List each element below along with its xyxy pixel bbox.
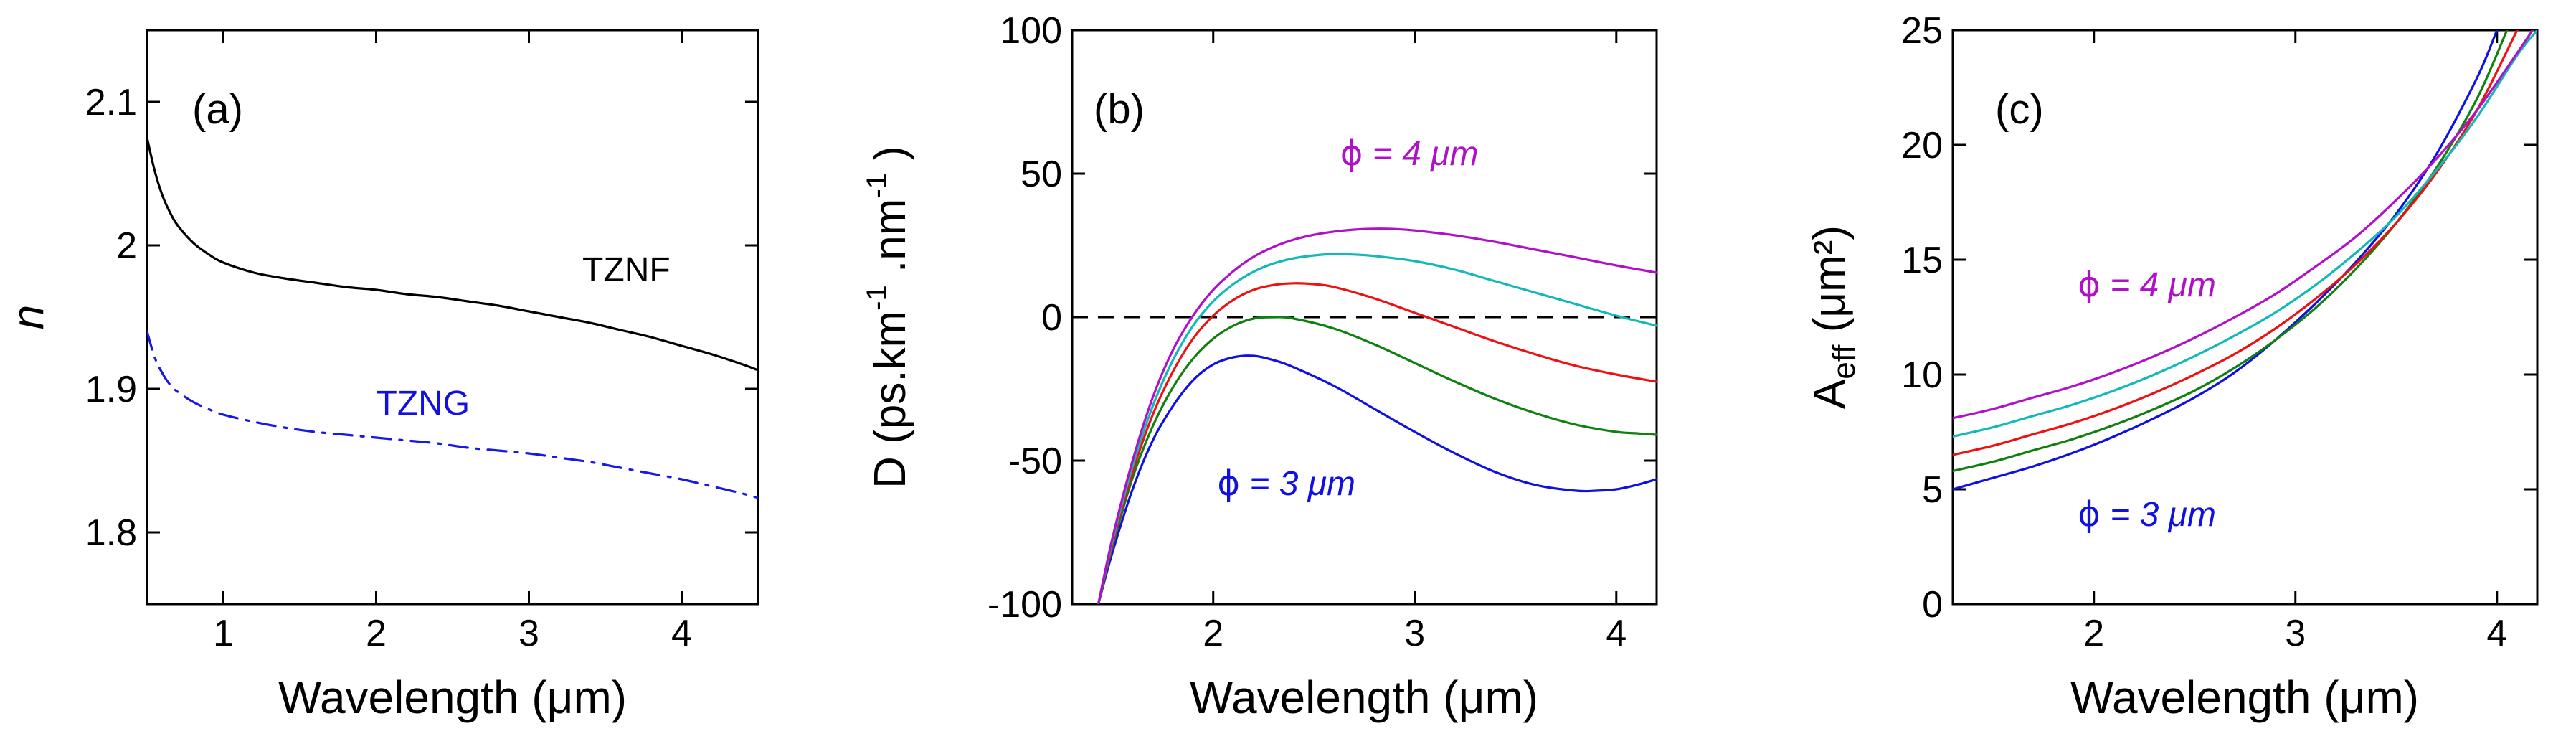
y-axis-label-c-part: (μm²): [1805, 225, 1855, 345]
annotation-group-a: TZNF TZNG: [377, 251, 671, 423]
tick-group-c: 2 3 4 0 5 10 15 20 25: [1901, 10, 2537, 654]
y-tick-label: -50: [1008, 441, 1062, 482]
phi-symbol: ϕ: [2078, 265, 2101, 305]
phi-symbol: ϕ: [1217, 463, 1240, 504]
series-annotation: TZNF: [582, 251, 671, 289]
x-tick-label: 2: [2083, 613, 2104, 654]
y-axis-label-b-sup: -1: [861, 173, 893, 199]
x-tick-label: 1: [213, 613, 234, 654]
x-tick-label: 2: [1203, 613, 1223, 654]
series-line-red: [1953, 30, 2519, 456]
y-axis-label-c: Aeff (μm²): [1805, 225, 1862, 409]
series-group-a: [147, 136, 758, 499]
series-line-blue: [1953, 30, 2499, 491]
series-line-dashed_blue: [147, 330, 758, 499]
x-axis-label-b: Wavelength (μm): [1190, 672, 1538, 723]
y-axis-label-b: D (ps.km-1 .nm-1 ): [861, 146, 915, 489]
x-tick-label: 4: [671, 613, 692, 654]
y-tick-label: 5: [1922, 469, 1943, 511]
y-tick-label: 1.8: [85, 512, 137, 554]
series-line-green: [1953, 30, 2509, 472]
y-tick-label: 10: [1901, 354, 1943, 396]
x-tick-label: 3: [518, 613, 539, 654]
panel-label-b: (b): [1094, 86, 1145, 133]
y-tick-label: 20: [1901, 125, 1943, 166]
y-axis-label-a: n: [4, 305, 53, 329]
x-axis-label-a: Wavelength (μm): [278, 672, 627, 723]
annotation-text: = 4 μm: [2101, 266, 2216, 304]
y-axis-label-c-sub: eff: [1827, 344, 1862, 380]
y-axis-label-b-part: D (ps.km: [866, 311, 915, 489]
annotation-text: = 3 μm: [1240, 465, 1355, 503]
y-tick-label: 2: [116, 225, 137, 267]
panel-label-a: (a): [192, 86, 243, 133]
series-group-c: [1953, 30, 2537, 491]
panel-label-c: (c): [1995, 86, 2044, 133]
phi-symbol: ϕ: [2078, 494, 2101, 535]
y-axis-label-c-part: A: [1805, 379, 1855, 409]
y-axis-label-b-part: .nm: [866, 199, 915, 286]
x-tick-label: 4: [1606, 613, 1626, 654]
x-tick-label: 4: [2486, 613, 2507, 654]
x-tick-label: 3: [2285, 613, 2306, 654]
series-line-red: [1097, 282, 1657, 604]
series-line-magenta: [1953, 30, 2534, 420]
tick-group-a: 1 2 3 4 1.8 1.9 2 2.1: [85, 30, 758, 654]
y-tick-label: -100: [988, 584, 1062, 626]
annotation-group-b: ϕ = 4 μmϕ = 3 μm: [1217, 133, 1478, 504]
y-tick-label: 2.1: [85, 82, 137, 123]
x-tick-label: 2: [366, 613, 387, 654]
series-line-blue: [1097, 354, 1657, 604]
y-tick-label: 0: [1041, 297, 1062, 339]
tick-group-b: 2 3 4 -100 -50 0 50 100: [988, 10, 1657, 654]
y-tick-label: 0: [1922, 584, 1943, 626]
y-axis-label-b-sup: -1: [861, 285, 893, 311]
x-axis-label-c: Wavelength (μm): [2070, 672, 2419, 723]
plot-area-a: [146, 29, 759, 606]
series-line-magenta: [1097, 227, 1657, 604]
series-annotation: TZNG: [377, 385, 470, 423]
series-line-cyan: [1097, 253, 1657, 604]
annotation-text: = 3 μm: [2101, 496, 2216, 534]
series-line-green: [1097, 316, 1657, 604]
series-annotation: ϕ = 4 μm: [2078, 265, 2216, 305]
panel-a: 1 2 3 4 1.8 1.9 2 2.1 TZNF TZNG (a) Wavelength (…: [4, 29, 759, 723]
series-line-black: [147, 136, 758, 372]
y-tick-label: 1.9: [85, 369, 137, 410]
y-tick-label: 15: [1901, 240, 1943, 281]
series-annotation: ϕ = 3 μm: [2078, 494, 2216, 535]
series-line-cyan: [1953, 30, 2537, 438]
x-tick-label: 3: [1404, 613, 1425, 654]
plot-area-c: [1951, 29, 2539, 606]
series-annotation: ϕ = 4 μm: [1340, 133, 1479, 174]
phi-symbol: ϕ: [1340, 133, 1363, 174]
y-tick-label: 100: [1000, 10, 1062, 52]
annotation-text: = 4 μm: [1363, 135, 1478, 173]
y-axis-label-b-part: ): [866, 146, 915, 173]
y-tick-label: 25: [1901, 10, 1943, 52]
series-annotation: ϕ = 3 μm: [1217, 463, 1355, 504]
y-tick-label: 50: [1021, 154, 1062, 195]
series-group-b: [1097, 227, 1657, 604]
annotation-group-c: ϕ = 4 μmϕ = 3 μm: [2078, 265, 2216, 535]
